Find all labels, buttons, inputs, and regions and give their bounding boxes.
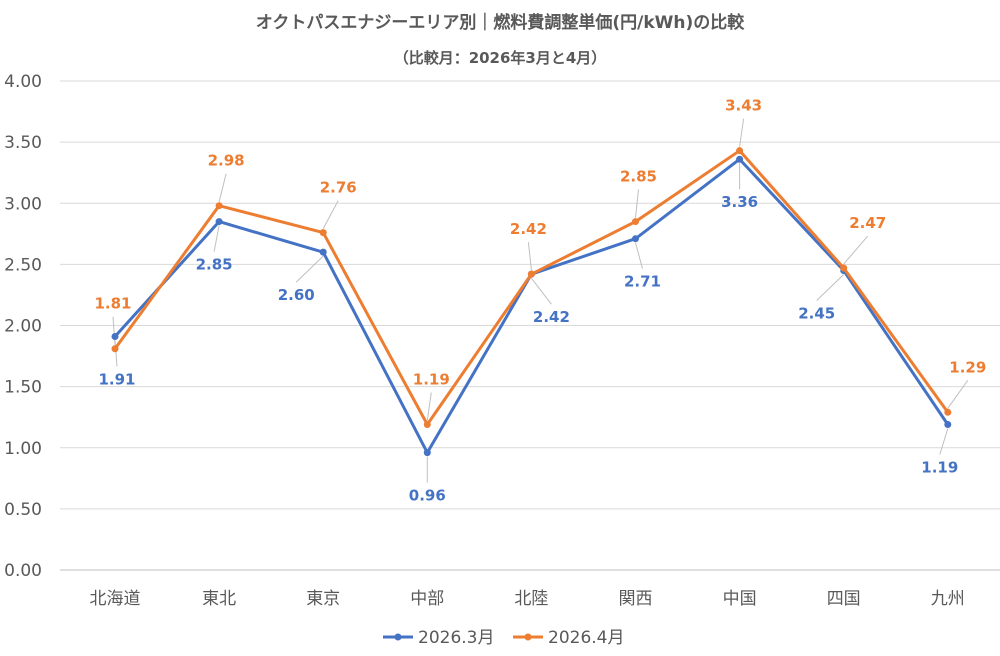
data-point	[319, 248, 327, 256]
x-tick-label: 東北	[202, 589, 236, 609]
data-point	[944, 408, 952, 416]
data-label: 2.85	[620, 168, 657, 186]
data-label: 2.45	[798, 304, 835, 322]
x-tick-label: 四国	[827, 589, 861, 609]
data-point	[736, 155, 744, 163]
y-tick-label: 2.50	[4, 255, 42, 275]
data-label: 2.85	[196, 256, 233, 274]
gridlines	[60, 80, 1000, 571]
chart-title: オクトパスエナジーエリア別｜燃料費調整単価(円/kWh)の比較	[256, 12, 746, 33]
data-label: 2.98	[208, 152, 245, 170]
data-label: 2.47	[849, 214, 886, 232]
x-tick-label: 北陸	[514, 589, 548, 609]
data-label: 2.42	[533, 308, 570, 326]
label-leader-line	[635, 189, 639, 218]
data-point	[840, 264, 848, 272]
x-tick-label: 九州	[931, 589, 965, 609]
label-leader-line	[322, 200, 339, 229]
legend-label-april: 2026.4月	[548, 628, 624, 648]
data-label: 2.76	[320, 179, 357, 197]
label-leader-line	[114, 340, 118, 367]
x-axis: 北海道 東北 東京 中部 北陸 関西 中国 四国 九州	[90, 589, 965, 609]
label-leader-line	[531, 277, 552, 305]
data-label: 1.29	[949, 358, 986, 376]
label-leader-line	[295, 255, 324, 283]
label-leader-line	[527, 242, 532, 271]
legend: 2026.3月 2026.4月	[383, 628, 624, 648]
data-labels: 1.91 2.85 2.60 0.96 2.42 2.71 3.36 2.45 1.19 1.81…	[94, 97, 986, 505]
series-layer	[111, 147, 952, 457]
data-point	[944, 421, 952, 429]
y-tick-label: 1.00	[4, 439, 42, 459]
label-leader-line	[939, 428, 949, 455]
y-tick-label: 0.00	[4, 561, 42, 581]
data-point	[736, 147, 744, 155]
data-label: 3.36	[721, 193, 758, 211]
x-tick-label: 中部	[410, 589, 444, 609]
label-leader-line	[213, 225, 220, 252]
data-point	[319, 229, 327, 237]
label-leader-line	[635, 242, 643, 269]
label-leader-line	[816, 274, 845, 301]
data-label: 2.42	[510, 220, 547, 238]
data-label: 3.43	[725, 97, 762, 115]
label-leader-line	[843, 235, 869, 265]
y-tick-label: 3.50	[4, 133, 42, 153]
chart-subtitle: （比較月：2026年3月と4月）	[394, 49, 607, 67]
data-point	[215, 218, 223, 226]
y-axis: 0.00 0.50 1.00 1.50 2.00 2.50 3.00 3.50 4.00	[4, 72, 42, 581]
y-tick-label: 3.00	[4, 194, 42, 214]
data-point	[423, 421, 431, 429]
x-tick-label: 北海道	[90, 589, 141, 609]
data-label: 1.91	[98, 371, 135, 389]
data-point	[527, 270, 535, 278]
data-point	[111, 333, 119, 341]
data-label: 2.60	[278, 286, 315, 304]
y-tick-label: 1.50	[4, 378, 42, 398]
label-leader-line	[947, 380, 969, 409]
x-tick-label: 関西	[619, 589, 653, 609]
x-tick-label: 東京	[306, 589, 340, 609]
data-label: 2.71	[624, 273, 661, 291]
label-leader-line	[739, 118, 745, 147]
data-point	[111, 345, 119, 353]
x-tick-label: 中国	[723, 589, 757, 609]
label-leader-lines	[112, 118, 969, 483]
data-point	[632, 235, 639, 243]
y-tick-label: 0.50	[4, 500, 42, 520]
data-point	[215, 202, 223, 210]
label-leader-line	[426, 392, 432, 421]
legend-marker-april	[524, 633, 532, 641]
y-tick-label: 4.00	[4, 72, 42, 92]
data-label: 1.19	[921, 459, 958, 477]
y-tick-label: 2.00	[4, 317, 42, 337]
data-label: 0.96	[409, 487, 446, 505]
data-label: 1.19	[413, 371, 450, 389]
data-point	[423, 449, 431, 457]
data-point	[632, 218, 639, 226]
data-label: 1.81	[94, 295, 131, 313]
legend-label-march: 2026.3月	[418, 628, 494, 648]
label-leader-line	[218, 173, 227, 202]
series-line-1	[113, 149, 950, 427]
legend-marker-march	[394, 633, 402, 641]
label-leader-line	[112, 316, 116, 345]
